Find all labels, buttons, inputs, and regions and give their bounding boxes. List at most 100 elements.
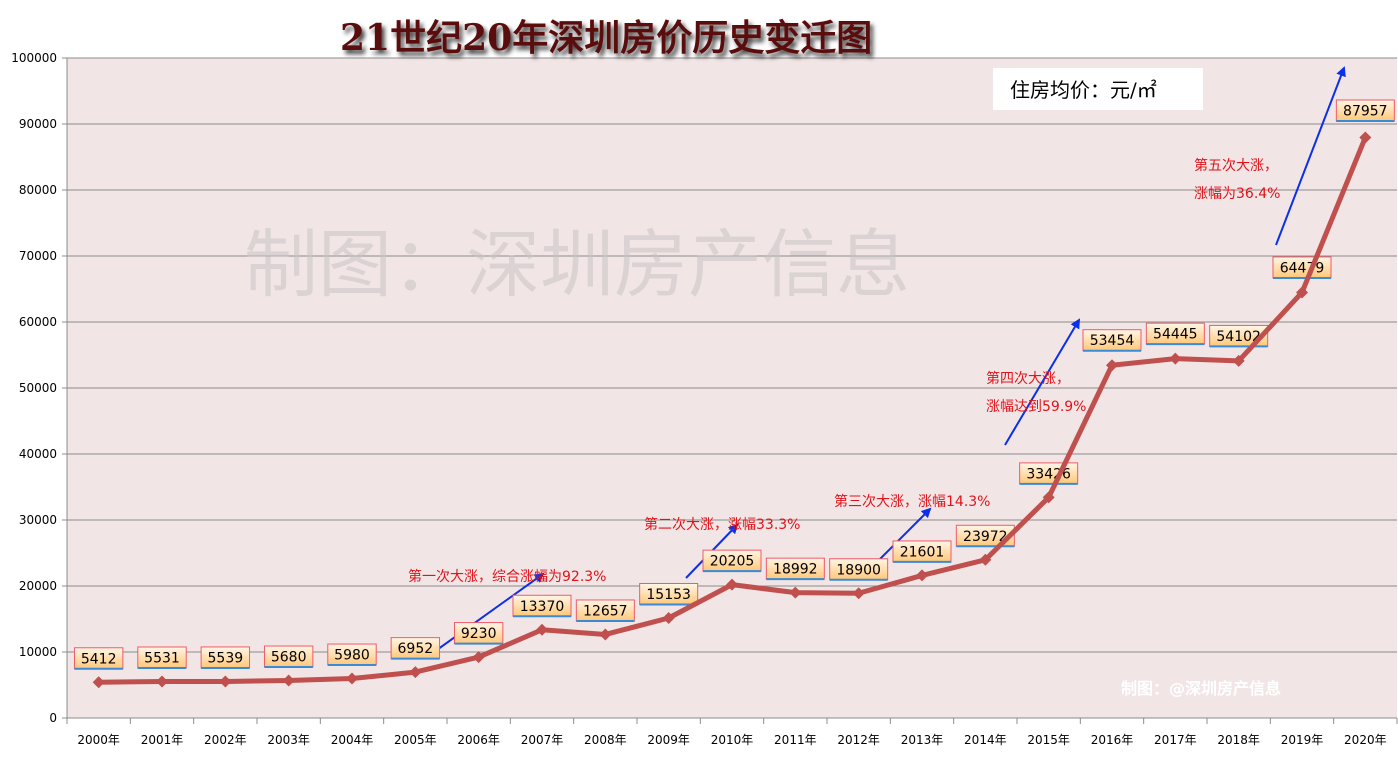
data-label-text: 5412 [81,651,117,667]
data-point [1359,131,1372,144]
data-label: 5980 [327,643,377,667]
x-tick-label: 2011年 [774,733,817,747]
x-tick-label: 2018年 [1217,733,1260,747]
data-label: 18992 [765,557,825,581]
y-tick-label: 90000 [19,117,57,131]
data-label-text: 53454 [1090,333,1135,349]
x-tick-label: 2002年 [204,733,247,747]
data-point [662,611,675,624]
x-axis: 2000年 2001年 2002年 2003年 2004年 2005年 2006年 2007年… [66,718,1398,747]
chart-title: 21世纪20年深圳房价历史变迁图 [340,17,872,59]
x-tick-label: 2007年 [521,733,564,747]
watermark-small: 制图：@深圳房产信息 [1121,679,1281,698]
annotations: 第一次大涨，综合涨幅为92.3% 第二次大涨，涨幅33.3% 第三次大涨，涨幅14.… [408,157,1280,585]
series-line [92,131,1372,689]
data-label-text: 15153 [646,587,691,603]
data-point [726,578,738,591]
data-label-text: 18900 [836,562,881,578]
data-label: 6952 [390,637,441,660]
x-tick-label: 2015年 [1027,733,1070,747]
data-point [409,666,422,679]
data-label-text: 87957 [1343,103,1388,119]
data-label-text: 54102 [1216,329,1261,345]
unit-label: 住房均价：元/㎡ [1010,78,1157,102]
data-label: 18900 [829,558,889,581]
annotation-text: 第四次大涨， [986,370,1070,387]
annotation: 第四次大涨， 涨幅达到59.9% [986,370,1086,415]
x-tick-label: 2009年 [647,733,690,747]
annotation-text: 第二次大涨，涨幅33.3% [644,516,800,533]
x-tick-label: 2020年 [1344,733,1387,747]
data-point [219,675,232,688]
x-tick-label: 2008年 [584,733,627,747]
data-label: 21601 [892,540,952,563]
data-label: 5680 [263,645,314,669]
y-tick-label: 80000 [19,183,57,197]
annotation: 第一次大涨，综合涨幅为92.3% [408,568,606,585]
y-tick-label: 60000 [19,315,57,329]
y-axis: 0 10000 20000 30000 40000 50000 60000 70000 8000… [11,51,68,725]
data-label: 53454 [1082,329,1142,352]
data-point [1296,286,1308,299]
x-tick-label: 2005年 [394,733,437,747]
y-tick-label: 20000 [19,579,57,593]
data-point [1106,359,1118,372]
data-label: 23972 [955,524,1015,548]
data-label: 5531 [137,646,187,669]
trend-arrow [433,572,545,653]
data-point [92,676,105,689]
data-label: 5412 [73,647,124,670]
data-label: 33426 [1019,462,1079,485]
data-point [282,674,295,687]
x-tick-label: 2017年 [1154,733,1197,747]
data-point [156,675,168,688]
y-tick-label: 0 [49,711,57,725]
annotation-text: 第一次大涨，综合涨幅为92.3% [408,568,606,585]
data-point [599,628,612,641]
data-label: 54102 [1209,324,1269,348]
data-point [852,587,865,600]
y-tick-label: 50000 [19,381,57,395]
y-tick-label: 70000 [19,249,57,263]
data-label: 13370 [512,594,572,618]
data-point [1232,354,1245,367]
annotation: 第二次大涨，涨幅33.3% [644,516,800,533]
data-label-text: 5680 [271,650,307,666]
data-point [916,569,928,582]
data-label-text: 13370 [520,599,565,615]
y-tick-label: 10000 [19,645,57,659]
annotation-text: 第五次大涨， [1194,157,1278,174]
data-label: 9230 [453,622,504,645]
x-tick-label: 2004年 [331,733,374,747]
x-tick-label: 2001年 [141,733,184,747]
data-label: 54445 [1145,322,1205,346]
data-label-text: 5980 [334,648,370,664]
data-label-text: 18992 [773,562,818,578]
watermark: 制图：深圳房产信息 [244,222,910,308]
data-point [1042,491,1055,504]
annotation: 第三次大涨，涨幅14.3% [834,493,990,510]
x-tick-label: 2006年 [457,733,500,747]
data-point [979,553,992,566]
trend-arrow [1004,318,1081,446]
data-label-text: 23972 [963,529,1008,545]
data-point [346,672,358,685]
trend-arrow [879,507,932,560]
data-label: 15153 [639,582,699,606]
data-label-text: 20205 [710,554,755,570]
data-label: 12657 [575,599,635,622]
data-label-text: 21601 [900,544,945,560]
unit-box: 住房均价：元/㎡ [993,68,1203,110]
data-label: 20205 [702,549,762,573]
x-tick-label: 2013年 [901,733,944,747]
data-label-text: 64479 [1280,260,1325,276]
data-point [789,586,802,599]
data-point [472,651,485,664]
annotation-text: 第三次大涨，涨幅14.3% [834,493,990,510]
data-label-text: 54445 [1153,327,1198,343]
data-point [1169,352,1182,365]
annotation: 第五次大涨， 涨幅为36.4% [1194,157,1280,202]
data-label: 5539 [200,646,251,669]
